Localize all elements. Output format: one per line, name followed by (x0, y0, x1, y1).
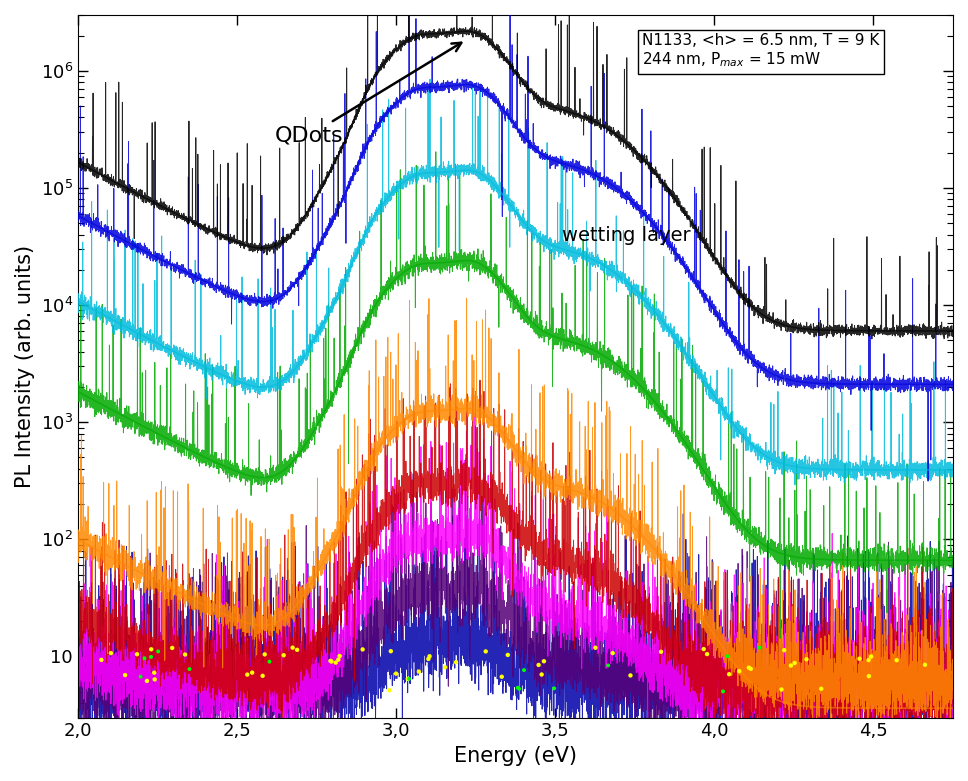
Point (852, 652, 867, 665)
Point (918, 658, 933, 671)
Y-axis label: PL Intensity (arb. units): PL Intensity (arb. units) (15, 244, 35, 488)
Point (388, 667, 404, 679)
Text: QDots: QDots (275, 43, 462, 145)
Point (588, 641, 603, 654)
Point (743, 662, 759, 675)
Point (511, 683, 527, 695)
Point (331, 654, 347, 666)
Point (257, 648, 272, 661)
Point (239, 669, 255, 681)
Point (182, 663, 197, 676)
Point (500, 649, 516, 662)
Point (421, 653, 437, 665)
Point (536, 655, 552, 668)
Point (276, 649, 291, 662)
Point (787, 657, 802, 669)
Point (255, 669, 270, 682)
Point (776, 644, 792, 657)
Point (402, 672, 417, 685)
Point (813, 683, 829, 695)
X-axis label: Energy (eV): Energy (eV) (454, 746, 577, 766)
Point (534, 669, 550, 681)
Point (332, 650, 348, 662)
Point (715, 685, 731, 697)
Point (653, 646, 669, 658)
Point (799, 653, 814, 665)
Point (328, 656, 344, 669)
Point (143, 651, 159, 663)
Point (861, 654, 876, 666)
Point (530, 658, 546, 671)
Point (136, 652, 152, 665)
Point (510, 682, 526, 694)
Point (516, 664, 531, 676)
Point (261, 655, 277, 668)
Point (143, 643, 159, 655)
Point (104, 647, 119, 659)
Point (546, 682, 561, 694)
Point (719, 650, 735, 662)
Point (245, 666, 260, 679)
Point (478, 645, 494, 658)
Point (862, 670, 877, 683)
Point (323, 655, 339, 668)
Point (721, 668, 737, 680)
Point (773, 683, 789, 696)
Point (177, 648, 193, 661)
Point (381, 684, 397, 697)
Point (699, 647, 714, 660)
Point (165, 642, 180, 654)
Point (130, 648, 145, 661)
Point (411, 665, 427, 678)
Point (383, 645, 399, 658)
Point (147, 673, 163, 686)
Point (600, 659, 616, 672)
Text: wetting layer: wetting layer (561, 226, 690, 245)
Point (783, 659, 799, 672)
Point (139, 675, 155, 687)
Point (322, 654, 338, 667)
Point (448, 656, 464, 669)
Point (732, 665, 747, 677)
Point (752, 641, 768, 654)
Point (494, 671, 509, 683)
Point (400, 672, 415, 685)
Point (696, 643, 711, 655)
Point (133, 670, 148, 683)
Point (146, 666, 162, 679)
Point (117, 669, 133, 681)
Point (285, 641, 300, 654)
Point (622, 669, 638, 682)
Point (741, 662, 757, 674)
Point (889, 654, 904, 666)
Point (355, 644, 371, 656)
Point (605, 647, 620, 659)
Point (150, 645, 166, 658)
Point (422, 650, 438, 662)
Point (438, 661, 453, 673)
Text: N1133, <h> = 6.5 nm, T = 9 K
244 nm, P$_{max}$ = 15 mW: N1133, <h> = 6.5 nm, T = 9 K 244 nm, P$_… (643, 33, 880, 69)
Point (94, 654, 109, 666)
Point (289, 644, 305, 656)
Point (863, 651, 879, 663)
